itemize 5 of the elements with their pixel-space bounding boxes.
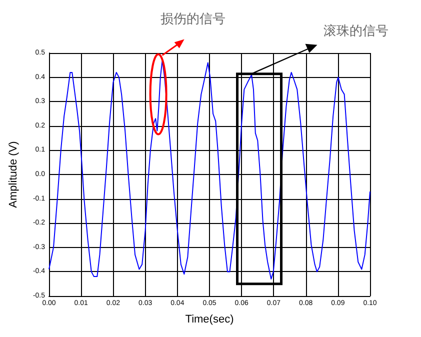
y-axis-title: Amplitude (V) [8, 141, 20, 208]
annotation: 损伤的信号 [160, 11, 226, 28]
x-axis-title: Time(sec) [185, 314, 234, 326]
line-series [48, 60, 370, 280]
annotation: 滚珠的信号 [323, 22, 388, 40]
